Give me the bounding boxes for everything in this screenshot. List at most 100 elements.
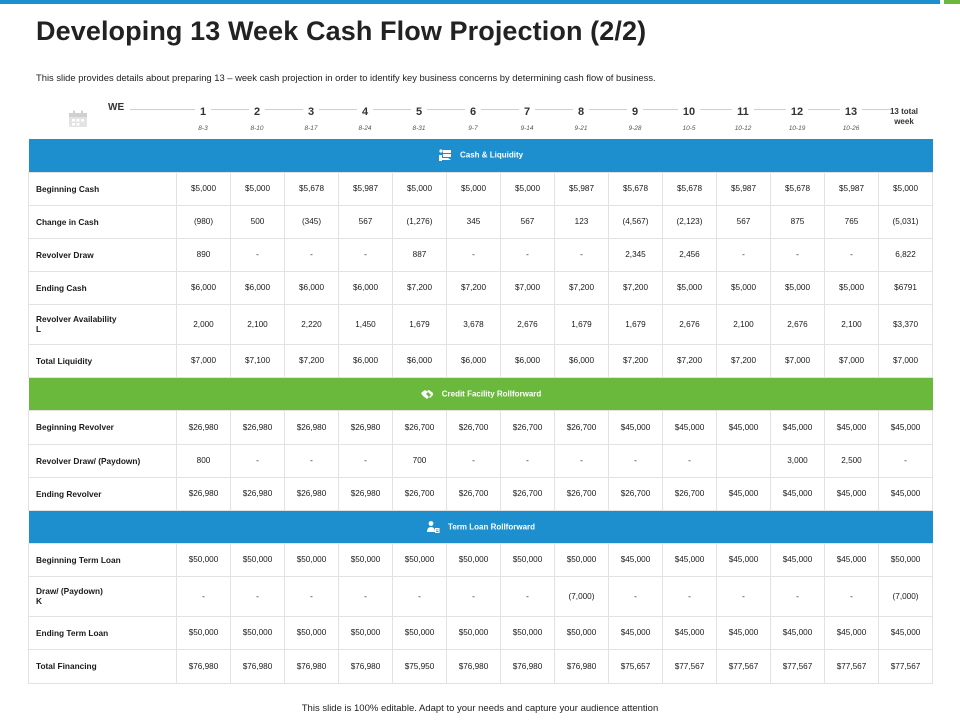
table-cell: - (608, 443, 663, 478)
table-cell: $5,987 (554, 171, 609, 206)
week-date: 8-31 (412, 125, 426, 132)
table-cell: - (230, 443, 285, 478)
week-number: 12 (785, 105, 809, 119)
table-cell: $6,000 (500, 343, 555, 378)
week-number: 4 (356, 105, 374, 119)
week-date: 9-21 (574, 125, 588, 132)
week-number: 11 (732, 105, 754, 119)
table-cell: $5,000 (877, 171, 934, 206)
table-cell: (7,000) (877, 575, 934, 617)
table-cell: 2,100 (824, 303, 879, 345)
table-cell: $76,980 (554, 648, 609, 684)
table-cell: 1,679 (608, 303, 663, 345)
table-cell: $7,000 (500, 270, 555, 305)
table-row: Beginning Revolver $26,980 $26,980 $26,980 $… (28, 409, 934, 445)
week-date: 9-28 (628, 125, 642, 132)
row-label: Total Financing (28, 648, 177, 684)
week-number: 5 (410, 105, 428, 119)
table-cell: $50,000 (392, 615, 447, 650)
week-date: 8-24 (358, 125, 372, 132)
table-cell: - (446, 575, 501, 617)
table-cell: $75,950 (392, 648, 447, 684)
table-cell: $5,678 (608, 171, 663, 206)
table-cell: - (877, 443, 934, 478)
table-cell: $50,000 (500, 542, 555, 577)
table-cell: 887 (392, 237, 447, 272)
table-cell: $26,700 (500, 476, 555, 511)
table-row: Ending Cash $6,000 $6,000 $6,000 $6,000 $7,20… (28, 270, 934, 305)
table-cell: $7,000 (770, 343, 825, 378)
table-cell: - (500, 237, 555, 272)
week-date: 10-12 (734, 125, 752, 132)
table-cell: $5,000 (716, 270, 771, 305)
table-cell: $50,000 (446, 542, 501, 577)
total-week-header: 13 total week (876, 107, 932, 127)
we-label: WE (104, 102, 129, 113)
table-cell: $26,700 (446, 409, 501, 445)
row-label: Beginning Term Loan (28, 542, 177, 577)
table-cell: - (554, 443, 609, 478)
table-cell: $26,700 (662, 476, 717, 511)
table-cell: $7,000 (176, 343, 231, 378)
table-row: Change in Cash (980) 500 (345) 567 (1,276) 345… (28, 204, 934, 239)
table-cell: $45,000 (824, 409, 879, 445)
table-cell: $45,000 (662, 409, 717, 445)
table-cell: $45,000 (770, 476, 825, 511)
table-cell: $77,567 (716, 648, 771, 684)
table-cell: $45,000 (824, 476, 879, 511)
table-cell: $5,678 (770, 171, 825, 206)
footer-note: This slide is 100% editable. Adapt to yo… (301, 703, 659, 714)
table-cell: - (662, 575, 717, 617)
week-number: 10 (677, 105, 701, 119)
table-cell: - (662, 443, 717, 478)
table-cell: $45,000 (824, 615, 879, 650)
row-label: Change in Cash (28, 204, 177, 239)
table-cell: $50,000 (554, 615, 609, 650)
table-cell: $77,567 (877, 648, 934, 684)
week-number: 2 (248, 105, 266, 119)
table-cell: $45,000 (716, 476, 771, 511)
table-cell: $5,987 (716, 171, 771, 206)
section-header-row: Credit Facility Rollforward (28, 377, 933, 410)
table-cell: 2,220 (284, 303, 339, 345)
top-accent-green (944, 0, 960, 4)
table-cell: 567 (500, 204, 555, 239)
week-number: 9 (626, 105, 644, 119)
table-cell: $76,980 (446, 648, 501, 684)
table-cell: $26,980 (338, 409, 393, 445)
week-number: 3 (302, 105, 320, 119)
table-cell: $45,000 (716, 542, 771, 577)
week-column-header: 10 10-5 (662, 102, 716, 132)
table-cell: $26,700 (392, 409, 447, 445)
table-cell: $77,567 (662, 648, 717, 684)
table-cell: 1,679 (554, 303, 609, 345)
table-cell: $6,000 (230, 270, 285, 305)
week-column-header: 2 8-10 (230, 102, 284, 132)
table-cell: $5,000 (392, 171, 447, 206)
table-cell: $50,000 (230, 615, 285, 650)
table-cell: 2,500 (824, 443, 879, 478)
table-row: Total Liquidity $7,000 $7,100 $7,200 $6,000 $… (28, 343, 934, 378)
table-cell: $7,200 (662, 343, 717, 378)
week-date: 10-19 (788, 125, 806, 132)
table-cell: - (608, 575, 663, 617)
table-cell: $45,000 (608, 542, 663, 577)
table-cell: $5,000 (500, 171, 555, 206)
table-cell: $50,000 (338, 615, 393, 650)
table-cell: $50,000 (446, 615, 501, 650)
table-cell: $45,000 (877, 409, 934, 445)
row-label: Draw/ (Paydown) K (28, 575, 177, 617)
table-cell: $5,987 (824, 171, 879, 206)
table-cell: $50,000 (230, 542, 285, 577)
table-cell: $77,567 (770, 648, 825, 684)
table-cell: $45,000 (662, 542, 717, 577)
table-cell: - (770, 237, 825, 272)
table-row: Beginning Cash $5,000 $5,000 $5,678 $5,987 $5… (28, 171, 934, 206)
timeline-line (130, 109, 890, 110)
section-header-cell: Term Loan Rollforward (28, 510, 933, 543)
table-cell: 1,450 (338, 303, 393, 345)
table-cell: (5,031) (877, 204, 934, 239)
table-row: Draw/ (Paydown) K - - - - - - - (7,000) - - - - - (7,00… (28, 575, 934, 617)
table-cell: - (338, 443, 393, 478)
table-cell: $6,000 (392, 343, 447, 378)
